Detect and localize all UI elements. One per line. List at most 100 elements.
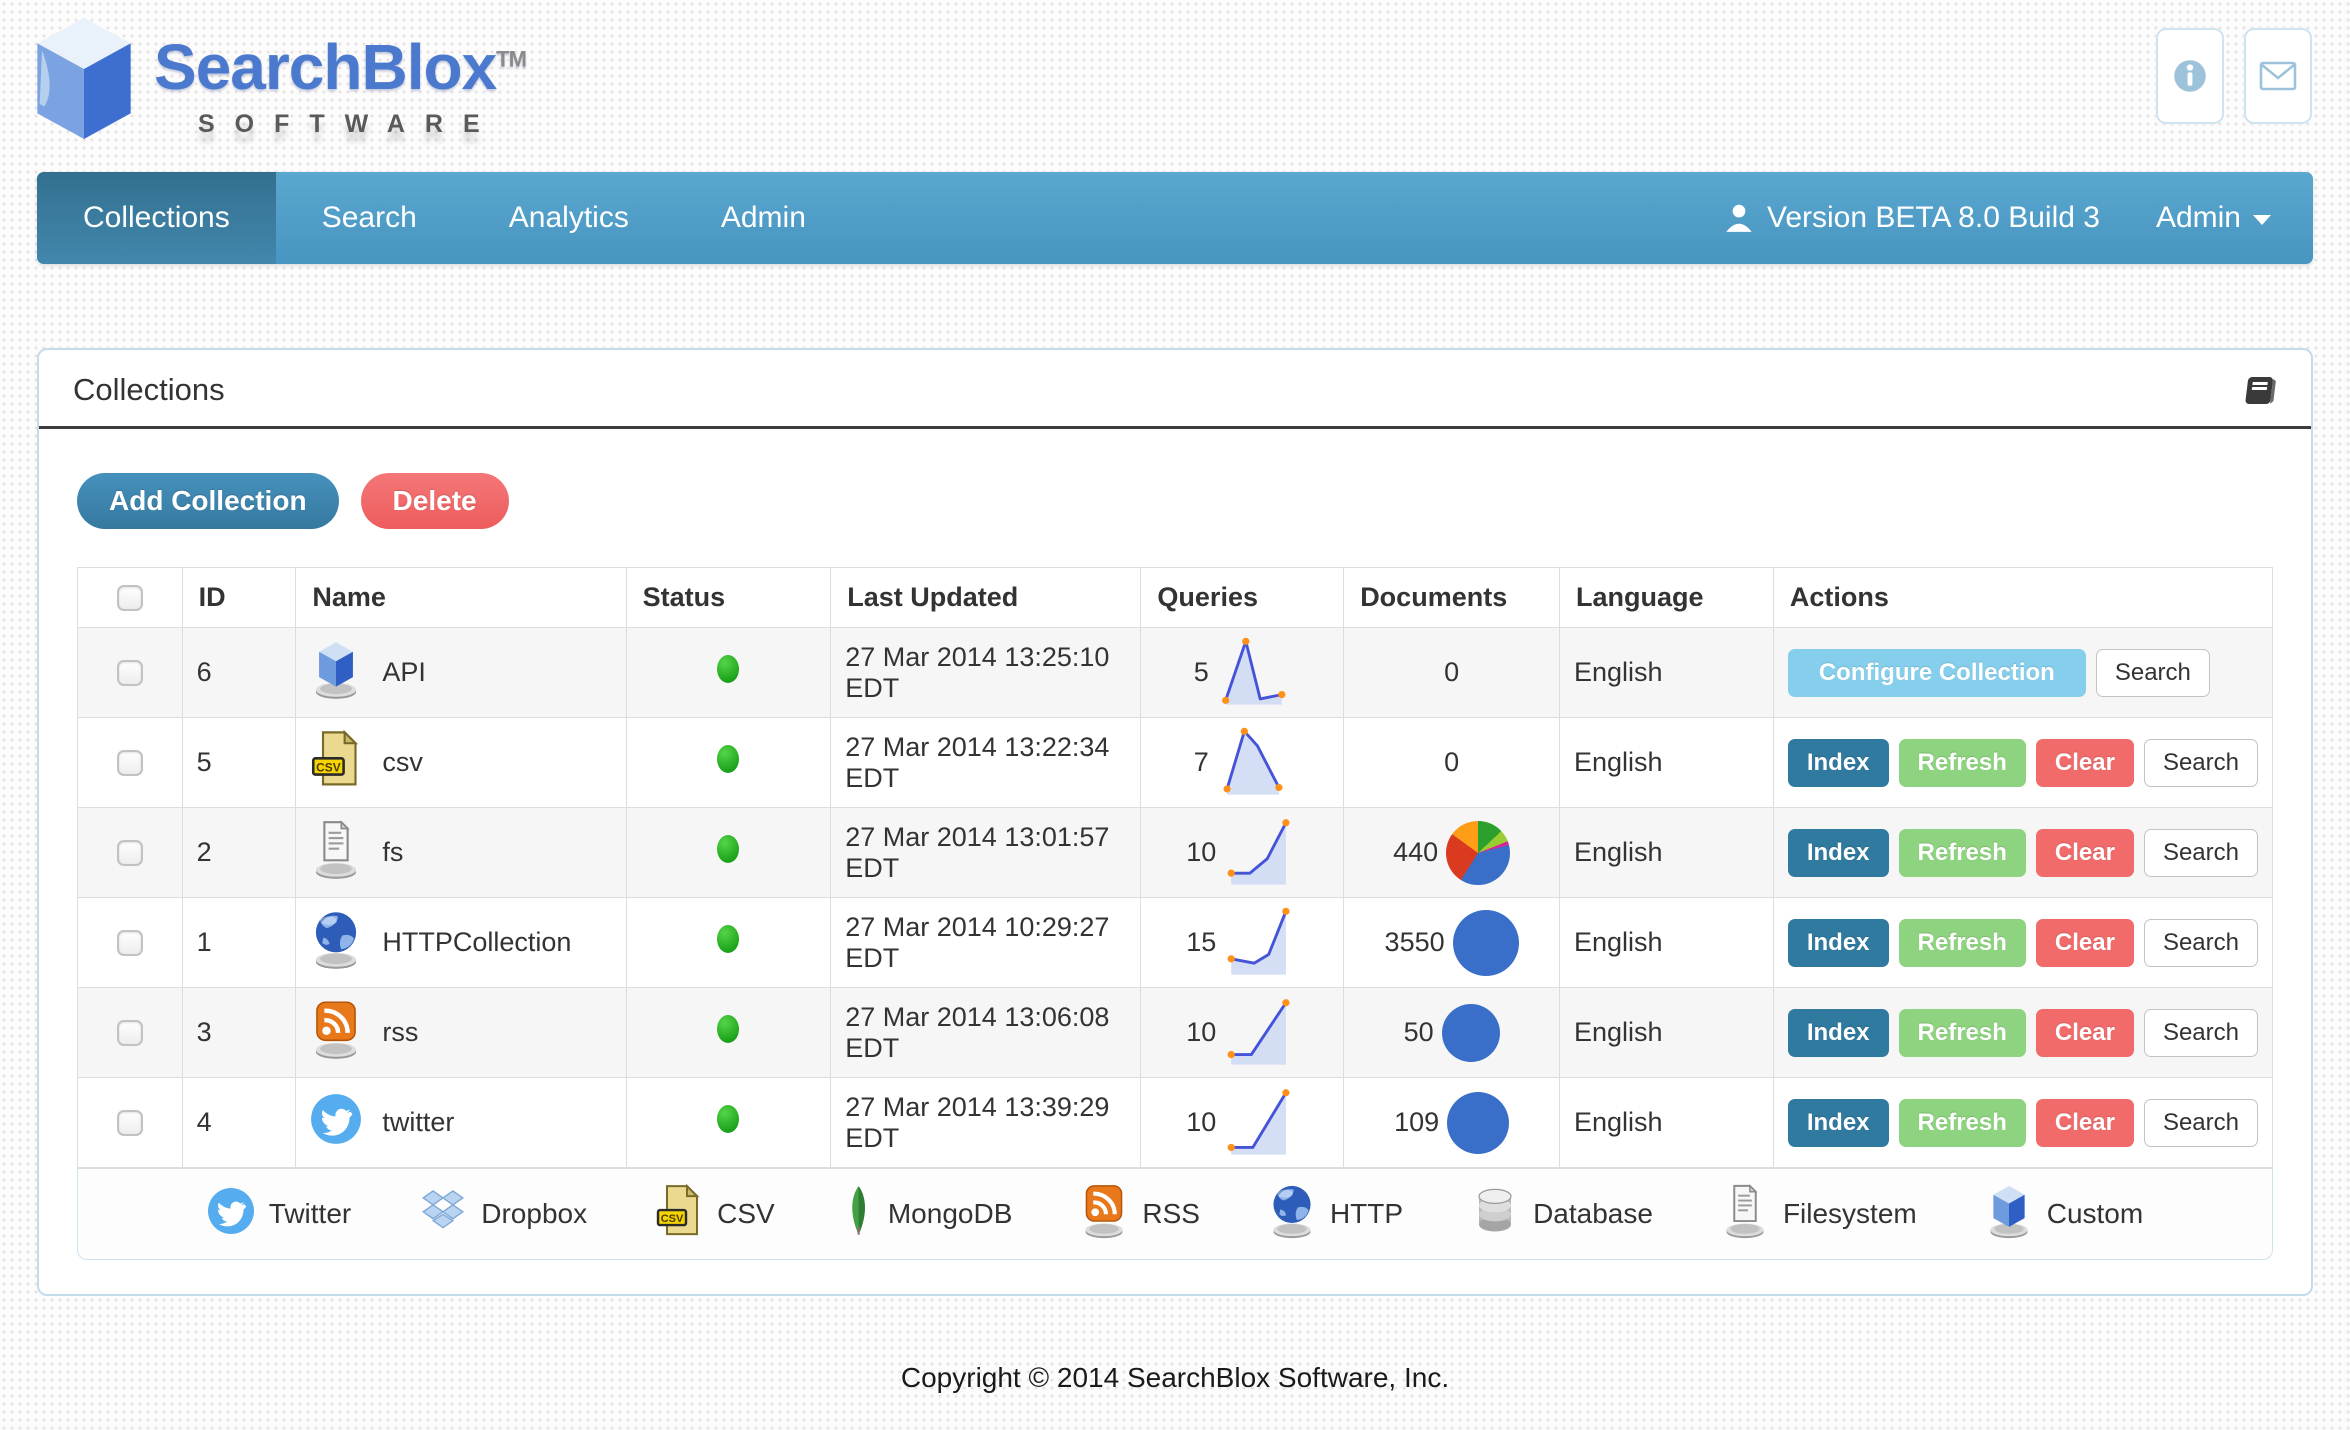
col-documents: Documents [1343, 567, 1560, 628]
brand-subtitle: SOFTWARE [198, 110, 500, 138]
collection-name: API [382, 656, 426, 687]
legend-item-csv: CSV CSV [655, 1183, 775, 1245]
documents-pie-chart [1441, 1003, 1500, 1062]
row-checkbox[interactable] [116, 839, 143, 866]
tab-search[interactable]: Search [321, 201, 417, 234]
index-button[interactable]: Index [1787, 1098, 1889, 1147]
refresh-button[interactable]: Refresh [1898, 828, 2026, 877]
refresh-button[interactable]: Refresh [1898, 1098, 2026, 1147]
tab-admin[interactable]: Admin [720, 201, 806, 234]
refresh-button[interactable]: Refresh [1898, 738, 2026, 787]
clear-button[interactable]: Clear [2035, 1098, 2134, 1147]
index-button[interactable]: Index [1787, 918, 1889, 967]
search-button[interactable]: Search [2143, 1098, 2258, 1147]
legend-item-twitter: Twitter [207, 1187, 351, 1242]
language: English [1559, 1077, 1774, 1168]
select-all-checkbox[interactable] [116, 584, 143, 611]
queries-sparkline [1223, 727, 1283, 795]
search-button[interactable]: Search [2143, 828, 2258, 877]
queries-count: 10 [1186, 1017, 1217, 1047]
col-id: ID [181, 567, 297, 628]
refresh-button[interactable]: Refresh [1898, 1008, 2026, 1057]
search-button[interactable]: Search [2143, 918, 2258, 967]
legend-label: HTTP [1329, 1198, 1404, 1229]
admin-dropdown[interactable]: Admin [2156, 201, 2271, 235]
tab-analytics[interactable]: Analytics [508, 201, 629, 234]
refresh-button[interactable]: Refresh [1898, 918, 2026, 967]
queries-sparkline [1227, 818, 1290, 885]
queries-sparkline [1227, 998, 1290, 1065]
legend-label: Dropbox [481, 1198, 588, 1229]
custom-icon [1985, 1182, 2033, 1246]
twitter-icon [310, 1093, 362, 1152]
queries-count: 5 [1193, 657, 1209, 687]
row-checkbox[interactable] [116, 929, 143, 956]
table-row: 4 twitter 27 Mar 2014 13:39:29 EDT 10 109 En… [77, 1077, 2274, 1168]
table-header-row: ID Name Status Last Updated Queries Docu… [77, 567, 2274, 628]
collection-id: 2 [181, 807, 297, 898]
collection-id: 3 [181, 987, 297, 1078]
clear-button[interactable]: Clear [2035, 1008, 2134, 1057]
searchblox-logo: SearchBloxTM SOFTWARE [28, 12, 527, 154]
http-icon [310, 908, 362, 976]
search-button[interactable]: Search [2095, 648, 2210, 697]
svg-text:CSV: CSV [661, 1213, 684, 1225]
queries-sparkline [1227, 907, 1290, 975]
search-button[interactable]: Search [2143, 738, 2258, 787]
legend-label: CSV [717, 1198, 775, 1229]
collection-types-legend: Twitter Dropbox CSV CSV MongoDB RSS HTTP Databa… [77, 1168, 2273, 1260]
info-button[interactable] [2156, 28, 2224, 124]
version-label: Version BETA 8.0 Build 3 [1725, 201, 2100, 235]
table-row: 5 CSV csv 27 Mar 2014 13:22:34 EDT 7 0 Englis… [77, 717, 2274, 808]
last-updated: 27 Mar 2014 13:22:34 EDT [830, 717, 1142, 808]
table-row: 3 rss 27 Mar 2014 13:06:08 EDT 10 50 English… [77, 987, 2274, 1078]
legend-item-rss: RSS [1080, 1182, 1200, 1246]
index-button[interactable]: Index [1787, 828, 1889, 877]
tab-collections[interactable]: Collections [37, 172, 276, 264]
last-updated: 27 Mar 2014 10:29:27 EDT [830, 897, 1142, 988]
row-checkbox[interactable] [116, 659, 143, 686]
documents-count: 440 [1393, 837, 1439, 867]
clear-button[interactable]: Clear [2035, 918, 2134, 967]
legend-item-dropbox: Dropbox [419, 1188, 587, 1241]
clear-button[interactable]: Clear [2035, 828, 2134, 877]
last-updated: 27 Mar 2014 13:06:08 EDT [830, 987, 1142, 1078]
col-last-updated: Last Updated [830, 567, 1142, 628]
language: English [1559, 717, 1774, 808]
csv-icon: CSV [310, 729, 362, 796]
search-button[interactable]: Search [2143, 1008, 2258, 1057]
documents-count: 50 [1403, 1017, 1434, 1047]
collections-table: ID Name Status Last Updated Queries Docu… [77, 567, 2274, 1168]
copyright: Copyright © 2014 SearchBlox Software, In… [900, 1362, 1450, 1393]
row-checkbox[interactable] [116, 1109, 143, 1136]
documentation-button[interactable] [2241, 372, 2277, 408]
legend-item-mongodb: MongoDB [843, 1184, 1012, 1244]
custom-icon [310, 638, 362, 706]
col-language: Language [1559, 567, 1774, 628]
filesystem-icon [1721, 1182, 1769, 1246]
status-indicator [717, 655, 740, 683]
status-indicator [717, 745, 740, 773]
row-checkbox[interactable] [116, 1019, 143, 1046]
collection-name: fs [382, 836, 404, 867]
rss-icon [310, 998, 362, 1066]
cube-logo-icon [37, 17, 131, 139]
queries-sparkline [1221, 637, 1286, 705]
clear-button[interactable]: Clear [2035, 738, 2134, 787]
user-icon [1726, 204, 1752, 232]
add-collection-button[interactable]: Add Collection [77, 473, 339, 529]
mail-button[interactable] [2244, 28, 2312, 124]
queries-count: 7 [1193, 747, 1209, 777]
database-icon [1471, 1184, 1519, 1244]
legend-label: RSS [1142, 1198, 1200, 1229]
index-button[interactable]: Index [1787, 1008, 1889, 1057]
legend-label: Filesystem [1782, 1198, 1917, 1229]
col-status: Status [625, 567, 832, 628]
language: English [1559, 807, 1774, 898]
delete-button[interactable]: Delete [360, 473, 509, 529]
index-button[interactable]: Index [1787, 738, 1889, 787]
configure-button[interactable]: Configure Collection [1787, 648, 2086, 697]
col-actions: Actions [1772, 567, 2274, 628]
mongodb-icon [843, 1184, 874, 1244]
row-checkbox[interactable] [116, 749, 143, 776]
